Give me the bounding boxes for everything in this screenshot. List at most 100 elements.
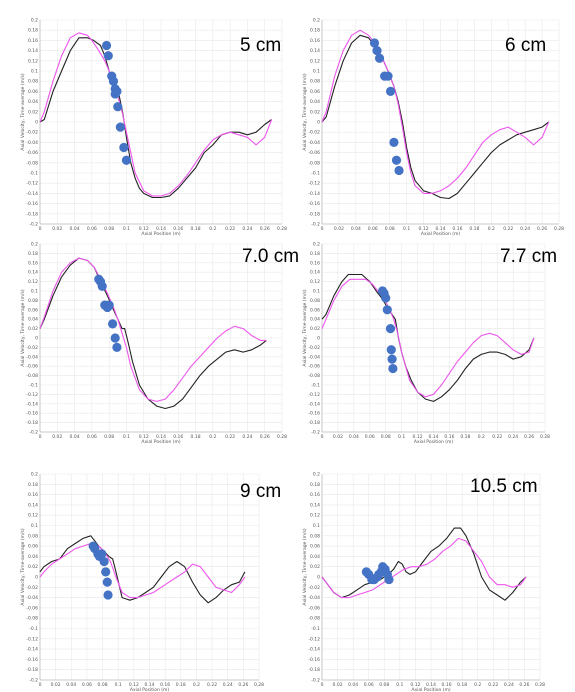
y-tick-label: 0.04 [28, 554, 38, 560]
chart-panel-3: 0.20.180.160.140.120.10.080.060.040.020-… [20, 242, 299, 446]
x-tick-label: 0.04 [349, 434, 359, 440]
panel-label: 7.0 cm [242, 246, 299, 267]
y-tick-label: 0.08 [310, 533, 320, 539]
x-tick-label: 0.26 [260, 434, 270, 440]
x-tick-label: 0.18 [176, 682, 186, 688]
y-tick-label: 0.04 [310, 317, 320, 323]
y-tick-label: -0.02 [308, 130, 320, 136]
y-tick-label: 0.14 [28, 270, 38, 276]
y-tick-label: 0.2 [313, 472, 320, 478]
y-tick-label: -0.18 [308, 211, 320, 217]
x-tick-label: 0.28 [554, 226, 564, 232]
chart-panel-6: 0.20.180.160.140.120.10.080.060.040.020-… [302, 472, 545, 692]
x-tick-label: 0.24 [242, 226, 252, 232]
chart-panel-2: 0.20.180.160.140.120.10.080.060.040.020-… [302, 18, 564, 238]
chart-panel-5: 0.20.180.160.140.120.10.080.060.040.020-… [20, 472, 281, 692]
y-tick-label: -0.12 [26, 392, 38, 398]
y-tick-label: -0.18 [26, 420, 38, 426]
x-tick-label: 0.06 [364, 682, 374, 688]
data-point-marker [381, 293, 391, 303]
x-tick-label: 0.18 [191, 226, 201, 232]
y-tick-label: 0.08 [28, 298, 38, 304]
x-axis-title: Axial Position (m) [421, 231, 461, 237]
y-tick-label: 0 [317, 120, 320, 126]
x-tick-label: 0.02 [52, 226, 62, 232]
x-tick-label: 0.02 [334, 226, 344, 232]
y-tick-label: 0.16 [28, 260, 38, 266]
y-tick-label: -0.2 [29, 222, 38, 228]
x-tick-label: 0.16 [444, 434, 454, 440]
series-line-magenta [321, 29, 550, 194]
y-tick-label: 0.14 [310, 270, 320, 276]
series-line-black [321, 34, 550, 200]
y-tick-label: -0.16 [308, 201, 320, 207]
y-axis-title: Axial Velocity, Time-average (m/s) [20, 289, 26, 366]
y-tick-label: -0.12 [308, 636, 320, 642]
y-tick-label: -0.1 [311, 626, 320, 632]
y-tick-label: 0.06 [310, 89, 320, 95]
x-tick-label: 0.12 [139, 434, 149, 440]
data-point-marker [387, 354, 397, 364]
data-point-marker [386, 345, 396, 355]
x-tick-label: 0.04 [348, 682, 358, 688]
data-point-marker [391, 155, 402, 165]
y-tick-label: 0.08 [310, 79, 320, 85]
data-point-marker [374, 53, 385, 63]
y-tick-label: 0.2 [313, 242, 320, 248]
y-tick-label: 0.12 [310, 58, 320, 64]
y-tick-label: 0.2 [313, 18, 320, 24]
x-tick-label: 0.28 [277, 434, 287, 440]
panel-label: 5 cm [240, 35, 281, 56]
series-line-magenta [39, 257, 267, 402]
data-point-marker [121, 155, 132, 165]
panel-label: 7.7 cm [500, 246, 557, 267]
data-point-marker [110, 333, 120, 343]
x-tick-label: 0.1 [123, 226, 130, 232]
x-tick-label: 0.16 [173, 434, 183, 440]
series-line-magenta [39, 32, 273, 197]
panel-label: 10.5 cm [470, 476, 538, 497]
y-tick-label: 0.06 [28, 307, 38, 313]
x-tick-label: 0.06 [82, 682, 92, 688]
y-tick-label: 0.12 [28, 513, 38, 519]
y-tick-label: -0.02 [308, 345, 320, 351]
data-point-marker [101, 40, 112, 51]
y-tick-label: 0.18 [28, 28, 38, 34]
x-tick-label: 0.08 [104, 226, 114, 232]
x-tick-label: 0.02 [52, 434, 62, 440]
x-tick-label: 0.26 [537, 226, 547, 232]
y-tick-label: -0.12 [308, 392, 320, 398]
x-tick-label: 0.14 [156, 434, 166, 440]
x-tick-label: 0.14 [144, 682, 154, 688]
x-tick-label: 0.18 [191, 434, 201, 440]
y-tick-label: -0.18 [26, 667, 38, 673]
x-tick-label: 0.28 [277, 226, 287, 232]
y-tick-label: -0.02 [26, 585, 38, 591]
data-point-marker [383, 71, 393, 81]
data-point-marker [103, 51, 113, 61]
y-tick-label: -0.16 [308, 411, 320, 417]
x-tick-label: 0.14 [156, 226, 166, 232]
y-tick-label: -0.16 [308, 657, 320, 663]
y-tick-label: 0.04 [310, 99, 320, 105]
x-tick-label: 0.02 [333, 434, 343, 440]
x-tick-label: 0.22 [492, 434, 502, 440]
y-tick-label: 0 [35, 336, 38, 342]
series-line-black [321, 527, 527, 601]
y-tick-label: -0.08 [308, 160, 320, 166]
y-tick-label: -0.06 [26, 364, 38, 370]
x-tick-label: 0.12 [139, 226, 149, 232]
series-line-magenta [321, 537, 527, 599]
x-tick-label: 0.2 [193, 682, 200, 688]
y-tick-label: 0.16 [310, 38, 320, 44]
y-tick-label: 0.14 [310, 502, 320, 508]
y-tick-label: -0.1 [29, 626, 38, 632]
y-tick-label: -0.08 [26, 160, 38, 166]
y-tick-label: -0.14 [26, 647, 38, 653]
y-tick-label: 0.1 [313, 523, 320, 529]
y-tick-label: -0.04 [26, 595, 38, 601]
y-tick-label: -0.08 [26, 616, 38, 622]
x-tick-label: 0.24 [520, 226, 530, 232]
y-tick-label: 0.1 [31, 289, 38, 295]
